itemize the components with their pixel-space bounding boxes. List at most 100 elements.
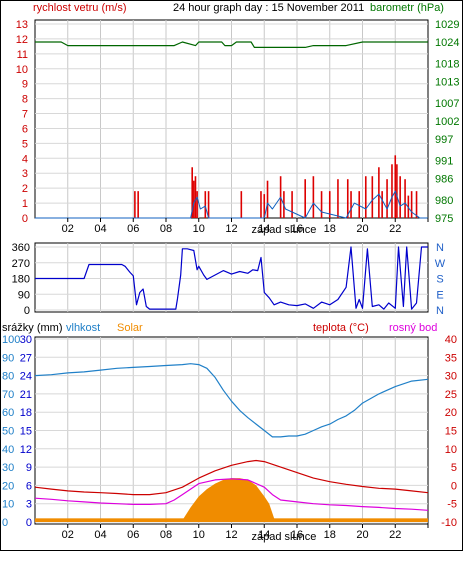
legend-humidity: vlhkost [66, 322, 100, 334]
wind-tick-label: 6 [22, 123, 28, 135]
rain-tick-label: 21 [20, 389, 32, 401]
x-tick-label: 22 [389, 529, 401, 541]
wind-pressure-panel: rychlost vetru (m/s) 24 hour graph day :… [16, 2, 460, 236]
direction-tick-label: 0 [24, 305, 30, 317]
wind-direction-line [35, 246, 428, 310]
legend-temperature: teplota (°C) [313, 322, 369, 334]
rain-tick-label: 30 [20, 334, 32, 346]
pressure-tick-label: 997 [435, 134, 453, 146]
x-tick-label: 04 [94, 529, 106, 541]
compass-label: E [436, 289, 443, 301]
temp-tick-label: 35 [445, 352, 457, 364]
wind-tick-label: 5 [22, 138, 28, 150]
x-tick-label: 16 [291, 223, 303, 235]
x-tick-label: 20 [356, 223, 368, 235]
direction-tick-label: 90 [18, 289, 30, 301]
x-tick-label: 02 [62, 529, 74, 541]
pressure-tick-label: 1018 [435, 59, 459, 71]
pressure-tick-label: 1002 [435, 116, 459, 128]
rain-tick-label: 6 [26, 480, 32, 492]
pressure-tick-label: 1029 [435, 19, 459, 31]
humidity-tick-label: 40 [2, 444, 14, 456]
wind-tick-label: 2 [22, 183, 28, 195]
humidity-tick-label: 70 [2, 389, 14, 401]
temperature-line [34, 459, 429, 496]
pressure-tick-label: 991 [435, 156, 453, 168]
wind-tick-label: 8 [22, 94, 28, 106]
x-tick-label: 10 [193, 223, 205, 235]
x-tick-label: 06 [127, 529, 139, 541]
wind-avg-line [35, 190, 428, 219]
humidity-tick-label: 90 [2, 352, 14, 364]
wind-tick-label: 12 [16, 34, 28, 46]
temp-tick-label: 25 [445, 389, 457, 401]
temp-tick-label: 10 [445, 444, 457, 456]
solar-baseline-band [35, 518, 428, 522]
humidity-tick-label: 100 [2, 334, 20, 346]
x-tick-label: 08 [160, 529, 172, 541]
compass-label: S [436, 274, 443, 286]
wind-tick-label: 4 [22, 153, 28, 165]
legend-dewpoint: rosný bod [389, 322, 437, 334]
humidity-line [34, 363, 429, 438]
x-tick-label: 08 [160, 223, 172, 235]
temp-tick-label: -10 [441, 517, 457, 529]
wind-tick-label: 13 [16, 19, 28, 31]
humidity-tick-label: 0 [2, 517, 8, 529]
rain-tick-label: 27 [20, 352, 32, 364]
pressure-tick-label: 986 [435, 173, 453, 185]
pressure-axis-label: barometr (hPa) [370, 2, 444, 14]
sunset-label: západ slunce [251, 224, 316, 236]
wind-tick-label: 0 [22, 213, 28, 225]
temp-tick-label: -5 [447, 499, 457, 511]
rain-tick-label: 12 [20, 444, 32, 456]
pressure-tick-label: 1007 [435, 98, 459, 110]
direction-tick-label: 270 [12, 258, 30, 270]
direction-tick-label: 360 [12, 242, 30, 254]
dewpoint-line [34, 478, 429, 511]
rain-tick-label: 0 [26, 517, 32, 529]
rain-tick-label: 15 [20, 426, 32, 438]
humidity-tick-label: 50 [2, 426, 14, 438]
temp-tick-label: 0 [451, 480, 457, 492]
solar-area [35, 478, 428, 522]
humidity-tick-label: 80 [2, 371, 14, 383]
temp-tick-label: 40 [445, 334, 457, 346]
wind-tick-label: 7 [22, 109, 28, 121]
humidity-tick-label: 20 [2, 480, 14, 492]
rain-tick-label: 3 [26, 499, 32, 511]
rain-tick-label: 18 [20, 407, 32, 419]
compass-label: N [436, 305, 444, 317]
pressure-line [35, 41, 428, 49]
wind-tick-label: 1 [22, 198, 28, 210]
x-tick-label: 02 [62, 223, 74, 235]
x-tick-label: 06 [127, 223, 139, 235]
legend-solar: Solar [117, 322, 143, 334]
sunset-label-bottom: západ slunce [251, 531, 316, 543]
wind-tick-label: 10 [16, 64, 28, 76]
chart-title: 24 hour graph day : 15 November 2011 [173, 2, 364, 14]
wind-speed-axis-label: rychlost vetru (m/s) [33, 2, 127, 14]
temp-humidity-panel: srážky (mm) vlhkost Solar teplota (°C) r… [2, 322, 457, 543]
direction-tick-label: 180 [12, 274, 30, 286]
rain-tick-label: 9 [26, 462, 32, 474]
wind-tick-label: 11 [17, 49, 28, 61]
x-tick-label: 18 [324, 529, 336, 541]
compass-label: N [436, 242, 444, 254]
x-tick-label: 10 [193, 529, 205, 541]
x-tick-label: 16 [291, 529, 303, 541]
rain-tick-label: 24 [20, 371, 32, 383]
pressure-tick-label: 1024 [435, 37, 459, 49]
pressure-tick-label: 1013 [435, 76, 459, 88]
pressure-tick-label: 980 [435, 195, 453, 207]
x-tick-label: 20 [356, 529, 368, 541]
humidity-tick-label: 60 [2, 407, 14, 419]
pressure-tick-label: 975 [435, 213, 453, 225]
x-tick-label: 12 [225, 223, 237, 235]
humidity-tick-label: 10 [2, 499, 14, 511]
x-tick-label: 12 [225, 529, 237, 541]
wind-tick-label: 9 [22, 79, 28, 91]
temp-tick-label: 5 [451, 462, 457, 474]
